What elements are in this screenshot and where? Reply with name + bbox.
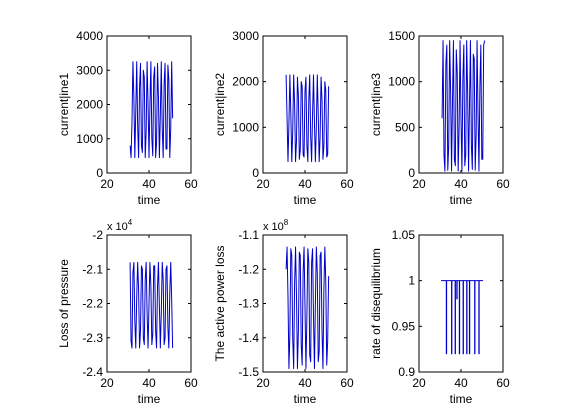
- y-tick-label: 1: [408, 274, 415, 288]
- y-tick-label: 0.9: [398, 365, 415, 379]
- x-tick-label: 20: [100, 376, 114, 390]
- axes-frame: [418, 234, 504, 373]
- y-tick-label: 0: [96, 166, 103, 180]
- y-tick-label: -1.5: [238, 365, 259, 379]
- x-tick-label: 40: [298, 177, 312, 191]
- y-axis-label: current|ine3: [369, 73, 383, 136]
- x-tick-label: 60: [184, 177, 198, 191]
- y-tick-label: -2.1: [82, 262, 103, 276]
- subplot-4: 20 40 60 -2.4 -2.3 -2.2 -2.1 -2 time Loss of pres…: [57, 218, 198, 406]
- y-tick-label: -1.3: [238, 297, 259, 311]
- y-tick-label: 1000: [76, 132, 103, 146]
- exponent-label: x 104: [107, 218, 133, 233]
- x-tick-label: 40: [142, 177, 156, 191]
- y-tick-label: -2: [92, 228, 103, 242]
- series-line: [441, 40, 486, 172]
- x-tick-label: 20: [412, 376, 426, 390]
- y-tick-label: 500: [395, 120, 415, 134]
- y-tick-label: 0: [408, 166, 415, 180]
- y-tick-label: 1000: [388, 75, 415, 89]
- y-tick-label: -1.2: [238, 262, 259, 276]
- x-axis-label: time: [294, 193, 317, 207]
- subplot-5: 20 40 60 -1.5 -1.4 -1.3 -1.2 -1.1 time The active…: [213, 218, 354, 406]
- y-tick-label: 2000: [232, 75, 259, 89]
- y-tick-label: 3000: [76, 63, 103, 77]
- series-line: [129, 61, 174, 159]
- series-line: [441, 280, 484, 355]
- x-tick-label: 20: [100, 177, 114, 191]
- x-tick-label: 60: [184, 376, 198, 390]
- x-tick-label: 20: [256, 177, 270, 191]
- x-tick-label: 40: [142, 376, 156, 390]
- x-tick-label: 60: [496, 376, 510, 390]
- x-tick-label: 20: [256, 376, 270, 390]
- y-tick-label: 2000: [76, 98, 103, 112]
- subplot-1: 20 40 60 0 1000 2000 3000 4000 time current|ine1: [57, 29, 198, 207]
- x-tick-label: 60: [340, 177, 354, 191]
- series-line: [285, 74, 330, 163]
- x-axis-label: time: [450, 392, 473, 406]
- y-axis-label: The active power loss: [213, 245, 227, 361]
- series-line: [285, 246, 330, 370]
- y-axis-label: current|ine1: [57, 73, 71, 136]
- y-tick-label: 1.05: [392, 228, 416, 242]
- x-tick-label: 60: [496, 177, 510, 191]
- y-axis-label: rate of disequilibrium: [369, 248, 383, 359]
- y-tick-label: -2.3: [82, 331, 103, 345]
- series-line: [129, 261, 174, 349]
- y-tick-label: 0: [252, 166, 259, 180]
- y-tick-label: 3000: [232, 29, 259, 43]
- x-tick-label: 60: [340, 376, 354, 390]
- y-tick-label: -2.2: [82, 297, 103, 311]
- subplot-2: 20 40 60 0 1000 2000 3000 time current|ine2: [213, 29, 354, 207]
- x-tick-label: 40: [298, 376, 312, 390]
- y-axis-label: Loss of pressure: [57, 259, 71, 348]
- y-tick-label: 1500: [388, 29, 415, 43]
- y-tick-label: 0.95: [392, 319, 416, 333]
- subplot-3: 20 40 60 0 500 1000 1500 time current|ine3: [369, 29, 510, 207]
- x-axis-label: time: [450, 193, 473, 207]
- y-tick-label: -1.4: [238, 331, 259, 345]
- subplot-6: 20 40 60 0.9 0.95 1 1.05 time rate of disequilib…: [369, 228, 510, 406]
- exponent-label: x 108: [263, 218, 289, 233]
- x-tick-label: 40: [454, 177, 468, 191]
- x-tick-label: 20: [412, 177, 426, 191]
- x-axis-label: time: [138, 193, 161, 207]
- y-tick-label: 1000: [232, 120, 259, 134]
- y-tick-label: -2.4: [82, 365, 103, 379]
- x-tick-label: 40: [454, 376, 468, 390]
- x-axis-label: time: [294, 392, 317, 406]
- y-axis-label: current|ine2: [213, 73, 227, 136]
- y-tick-label: 4000: [76, 29, 103, 43]
- y-tick-label: -1.1: [238, 228, 259, 242]
- x-axis-label: time: [138, 392, 161, 406]
